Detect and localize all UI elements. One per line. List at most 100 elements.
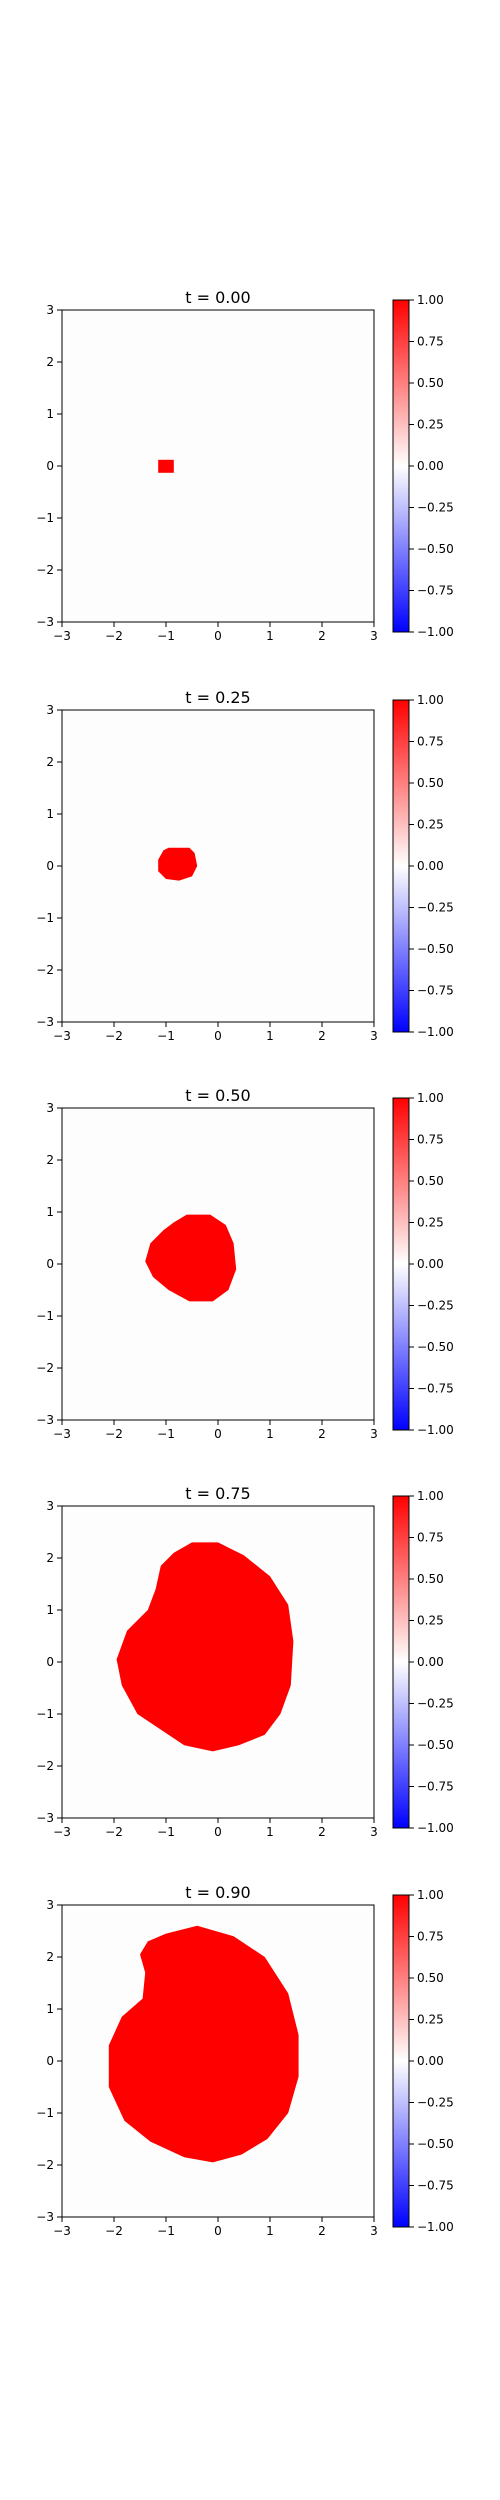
x-tick-label: −3 (53, 1427, 71, 1441)
colorbar-tick-label: 0.25 (417, 2013, 444, 2027)
x-tick-label: 0 (214, 2224, 222, 2238)
colorbar-tick-label: 0.75 (417, 735, 444, 749)
x-tick-label: 1 (266, 1029, 274, 1043)
y-tick-label: 0 (46, 2054, 54, 2068)
colorbar-tick-label: 0.25 (417, 818, 444, 832)
colorbar-tick-label: 0.00 (417, 1655, 444, 1669)
x-tick-label: 2 (318, 629, 326, 643)
panel-0: t = 0.00 −3 −2 −1 0 1 2 3 −3 −2 −1 0 1 2 3 1.00 0.75 0.50… (36, 288, 453, 643)
y-tick-label: −3 (36, 1413, 54, 1427)
colorbar-tick-label: −0.75 (417, 984, 454, 998)
colorbar-tick-label: 1.00 (417, 1489, 444, 1503)
x-tick-label: −2 (105, 1029, 123, 1043)
colorbar-tick-label: 0.00 (417, 1257, 444, 1271)
y-tick-label: −3 (36, 1811, 54, 1825)
y-tick-label: 0 (46, 1257, 54, 1271)
y-tick-label: −2 (36, 563, 54, 577)
x-tick-label: −3 (53, 1029, 71, 1043)
colorbar-tick-label: −0.25 (417, 1697, 454, 1711)
y-tick-label: −3 (36, 2210, 54, 2224)
colorbar-tick-label: −0.50 (417, 1340, 454, 1354)
colorbar-tick-label: 0.75 (417, 335, 444, 349)
colorbar (393, 1895, 409, 2227)
x-tick-label: −3 (53, 1825, 71, 1839)
colorbar-tick-label: 0.50 (417, 1174, 444, 1188)
colorbar-tick-label: −1.00 (417, 1821, 454, 1835)
x-tick-label: −2 (105, 2224, 123, 2238)
x-tick-label: 2 (318, 2224, 326, 2238)
colorbar-tick-label: −0.75 (417, 1382, 454, 1396)
colorbar-tick-label: 1.00 (417, 1888, 444, 1902)
colorbar-tick-label: −0.25 (417, 2096, 454, 2110)
colorbar-tick-label: 0.50 (417, 1572, 444, 1586)
plot-area (62, 310, 374, 622)
y-tick-label: −3 (36, 1015, 54, 1029)
plot-area (62, 710, 374, 1022)
colorbar-tick-label: 0.50 (417, 376, 444, 390)
colorbar-tick-label: −0.50 (417, 942, 454, 956)
x-tick-label: 3 (370, 2224, 378, 2238)
colorbar-tick-label: 0.50 (417, 1971, 444, 1985)
panel-title: t = 0.75 (185, 1484, 250, 1503)
colorbar-tick-label: −0.25 (417, 1299, 454, 1313)
y-tick-label: 1 (46, 407, 54, 421)
y-tick-label: 2 (46, 355, 54, 369)
colorbar-tick-label: 0.00 (417, 459, 444, 473)
colorbar-tick-label: 0.00 (417, 2054, 444, 2068)
x-tick-label: 3 (370, 1427, 378, 1441)
y-tick-label: −1 (36, 511, 54, 525)
panel-1: t = 0.25−3 −2 −1 0 1 2 3−3−2−101231.000.750.50… (36, 688, 453, 1043)
y-tick-label: −1 (36, 911, 54, 925)
y-tick-label: 3 (46, 303, 54, 317)
y-tick-label: 3 (46, 1101, 54, 1115)
colorbar-tick-label: −0.75 (417, 2179, 454, 2193)
x-tick-label: 0 (214, 1825, 222, 1839)
colorbar-tick-label: −0.25 (417, 901, 454, 915)
colorbar-tick-label: 0.25 (417, 418, 444, 432)
panel-2: t = 0.50−3 −2 −1 0 1 2 3−3−2−101231.000.750.50… (36, 1086, 453, 1441)
x-tick-label: 2 (318, 1029, 326, 1043)
y-tick-label: 1 (46, 807, 54, 821)
y-tick-label: 0 (46, 1655, 54, 1669)
y-tick-label: −1 (36, 1309, 54, 1323)
colorbar (393, 300, 409, 632)
y-tick-label: −1 (36, 2106, 54, 2120)
colorbar-tick-label: −0.75 (417, 584, 454, 598)
y-tick-label: 3 (46, 703, 54, 717)
x-tick-label: −1 (157, 2224, 175, 2238)
x-tick-label: 1 (266, 1825, 274, 1839)
x-tick-label: −2 (105, 1825, 123, 1839)
x-tick-label: 1 (266, 2224, 274, 2238)
x-tick-label: 2 (318, 1427, 326, 1441)
y-tick-label: 0 (46, 859, 54, 873)
y-tick-label: 2 (46, 1950, 54, 1964)
colorbar-tick-label: 0.25 (417, 1216, 444, 1230)
colorbar (393, 700, 409, 1032)
colorbar-tick-label: 1.00 (417, 1091, 444, 1105)
y-tick-label: 3 (46, 1499, 54, 1513)
x-tick-label: 1 (266, 629, 274, 643)
panel-title: t = 0.50 (185, 1086, 250, 1105)
colorbar-tick-label: −1.00 (417, 1025, 454, 1039)
panel-title: t = 0.00 (185, 288, 250, 307)
colorbar-tick-label: 0.75 (417, 1133, 444, 1147)
y-tick-label: 2 (46, 1551, 54, 1565)
y-tick-label: −2 (36, 963, 54, 977)
x-tick-label: 0 (214, 1029, 222, 1043)
colorbar-tick-label: 1.00 (417, 693, 444, 707)
x-tick-label: −1 (157, 1029, 175, 1043)
y-tick-label: 1 (46, 1603, 54, 1617)
colorbar-tick-label: 1.00 (417, 293, 444, 307)
colorbar-tick-label: −0.50 (417, 542, 454, 556)
y-tick-label: −2 (36, 1759, 54, 1773)
x-tick-label: −3 (53, 629, 71, 643)
colorbar-tick-label: 0.75 (417, 1531, 444, 1545)
x-tick-label: −1 (157, 629, 175, 643)
colorbar-tick-label: 0.50 (417, 776, 444, 790)
x-tick-label: −2 (105, 629, 123, 643)
colorbar-tick-label: −1.00 (417, 625, 454, 639)
x-tick-label: −1 (157, 1427, 175, 1441)
colorbar-tick-label: 0.25 (417, 1614, 444, 1628)
y-tick-label: −1 (36, 1707, 54, 1721)
y-tick-label: −3 (36, 615, 54, 629)
